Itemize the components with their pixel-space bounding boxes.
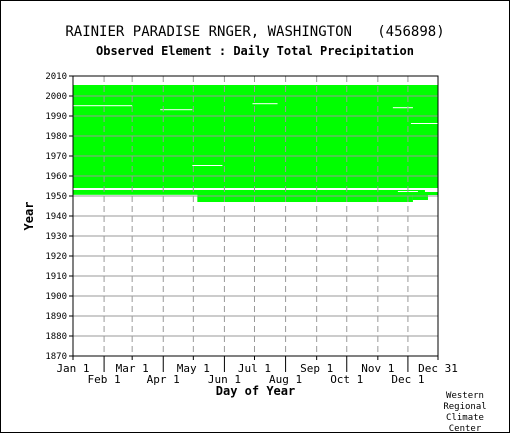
chart-subtitle: Observed Element : Daily Total Precipita… xyxy=(96,44,414,58)
x-tick-label: Mar 1 xyxy=(116,362,149,375)
y-tick-label: 2000 xyxy=(45,92,67,102)
y-tick-label: 1870 xyxy=(45,352,67,362)
x-tick-label: Dec 31 xyxy=(418,362,458,375)
y-tick-label: 1880 xyxy=(45,332,67,342)
observed-data-block xyxy=(73,190,438,195)
missing-data-gap xyxy=(73,194,198,196)
x-tick-label: May 1 xyxy=(177,362,210,375)
wrcc-credit: Western Regional Climate Center xyxy=(435,391,495,433)
y-tick-label: 1960 xyxy=(45,172,67,182)
x-tick-label: Apr 1 xyxy=(147,373,180,386)
x-tick-label: Jul 1 xyxy=(238,362,271,375)
y-axis: 1870 1880 1890 1900 1910 1920 1930 1940 1950 1960… xyxy=(45,72,73,362)
y-axis-title: Year xyxy=(22,202,36,231)
x-tick-label: Sep 1 xyxy=(300,362,333,375)
credit-line: Climate xyxy=(446,413,484,423)
grid-layer xyxy=(73,76,438,356)
credit-line: Western xyxy=(446,391,484,401)
y-tick-label: 1910 xyxy=(45,272,67,282)
y-tick-label: 1890 xyxy=(45,312,67,322)
missing-data-gap xyxy=(192,165,223,166)
missing-data-gap xyxy=(410,123,438,124)
y-tick-label: 1930 xyxy=(45,232,67,242)
y-tick-label: 1990 xyxy=(45,112,67,122)
x-tick-label: Jan 1 xyxy=(56,362,89,375)
x-tick-label: Feb 1 xyxy=(88,373,121,386)
y-tick-label: 1950 xyxy=(45,192,67,202)
observed-data-block xyxy=(412,195,428,200)
y-tick-label: 1970 xyxy=(45,152,67,162)
x-axis-title: Day of Year xyxy=(216,384,295,398)
x-tick-label: Aug 1 xyxy=(269,373,302,386)
missing-data-gap xyxy=(160,109,193,111)
missing-data-gap xyxy=(392,107,413,109)
data-layer xyxy=(73,85,438,202)
x-tick-label: Jun 1 xyxy=(208,373,241,386)
x-tick-label: Nov 1 xyxy=(361,362,394,375)
chart-title: RAINIER PARADISE RNGER, WASHINGTON (4568… xyxy=(65,24,445,40)
credit-line: Regional xyxy=(443,402,487,412)
missing-data-gap xyxy=(182,188,223,190)
x-tick-label: Oct 1 xyxy=(330,373,363,386)
observed-data-block xyxy=(197,195,413,202)
y-tick-label: 1940 xyxy=(45,212,67,222)
missing-data-gap xyxy=(73,188,438,190)
y-tick-label: 2010 xyxy=(45,72,67,82)
y-tick-label: 1920 xyxy=(45,252,67,262)
y-tick-label: 1900 xyxy=(45,292,67,302)
credit-line: Center xyxy=(448,424,482,433)
missing-data-gap xyxy=(73,105,133,107)
x-tick-label: Dec 1 xyxy=(391,373,424,386)
missing-data-gap xyxy=(252,103,278,105)
y-tick-label: 1980 xyxy=(45,132,67,142)
missing-data-gap xyxy=(424,190,438,192)
